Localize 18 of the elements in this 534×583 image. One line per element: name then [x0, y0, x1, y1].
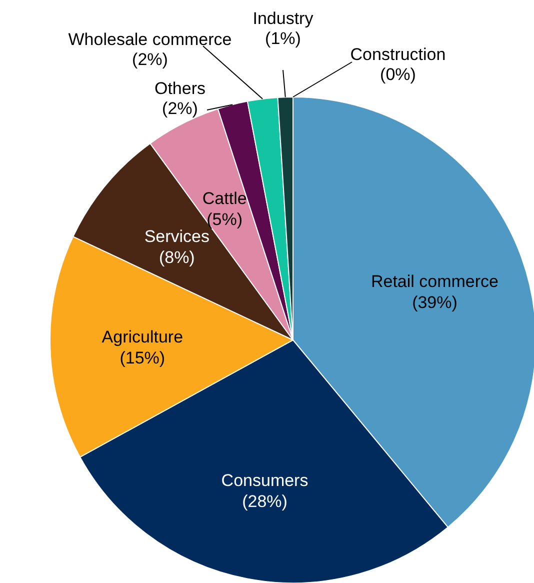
category-label: Construction — [350, 45, 446, 64]
slice-label: Services — [144, 226, 210, 246]
slice-label: Others — [154, 79, 206, 98]
data-label: (2%) — [132, 50, 168, 69]
data-label: (28%) — [242, 492, 288, 511]
data-label: (2%) — [162, 99, 198, 118]
data-label: (5%) — [206, 210, 243, 229]
data-label: (1%) — [265, 29, 301, 48]
slice-label: Wholesale commerce — [68, 30, 232, 49]
data-label: (39%) — [412, 292, 458, 312]
slice-label: Consumers — [221, 470, 308, 490]
slice-label: Industry — [252, 9, 314, 28]
slice-label: Retail commerce — [370, 272, 499, 291]
text: (0%) — [380, 65, 416, 84]
data-label: (8%) — [158, 248, 195, 267]
data-label: (15%) — [120, 348, 166, 368]
slice-label: Cattle — [202, 188, 247, 208]
slice-label: Agriculture — [102, 328, 184, 347]
